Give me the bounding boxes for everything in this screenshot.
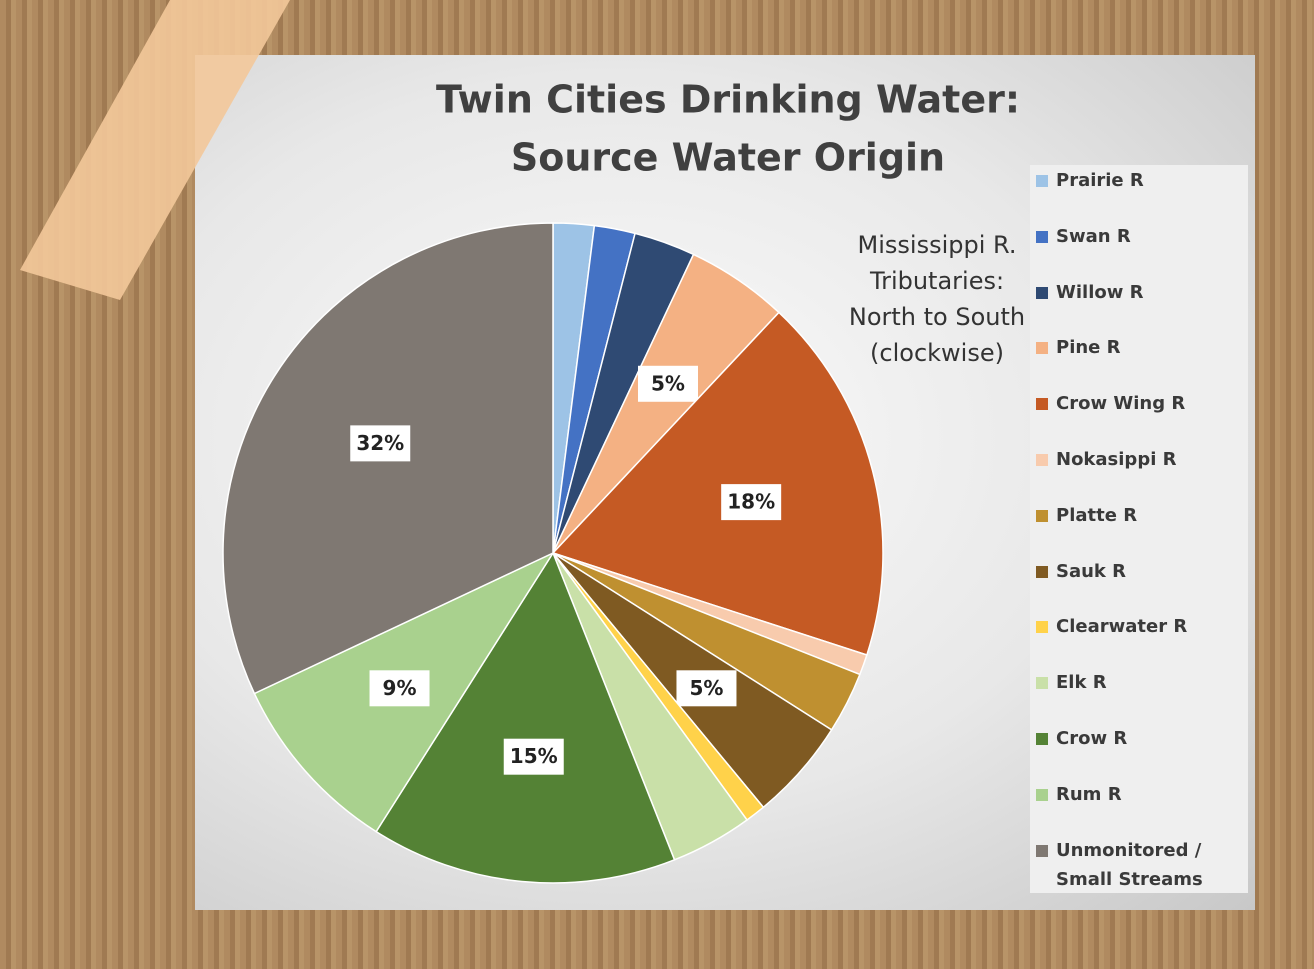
chart: Twin Cities Drinking Water: Source Water…	[0, 0, 1314, 969]
data-label: 9%	[383, 676, 417, 700]
tape	[20, 0, 290, 300]
annotation: North to South	[849, 303, 1025, 331]
data-label: 5%	[651, 371, 685, 395]
data-label: 5%	[689, 676, 723, 700]
chart-title: Source Water Origin	[511, 136, 945, 180]
annotation: (clockwise)	[870, 339, 1004, 367]
annotation: Mississippi R.	[858, 231, 1017, 259]
data-label: 18%	[727, 490, 775, 514]
data-label: 32%	[356, 431, 404, 455]
annotation: Tributaries:	[869, 267, 1004, 295]
data-label: 15%	[510, 744, 558, 768]
page: Prairie RSwan RWillow RPine RCrow Wing R…	[0, 0, 1314, 969]
chart-title: Twin Cities Drinking Water:	[436, 78, 1020, 122]
